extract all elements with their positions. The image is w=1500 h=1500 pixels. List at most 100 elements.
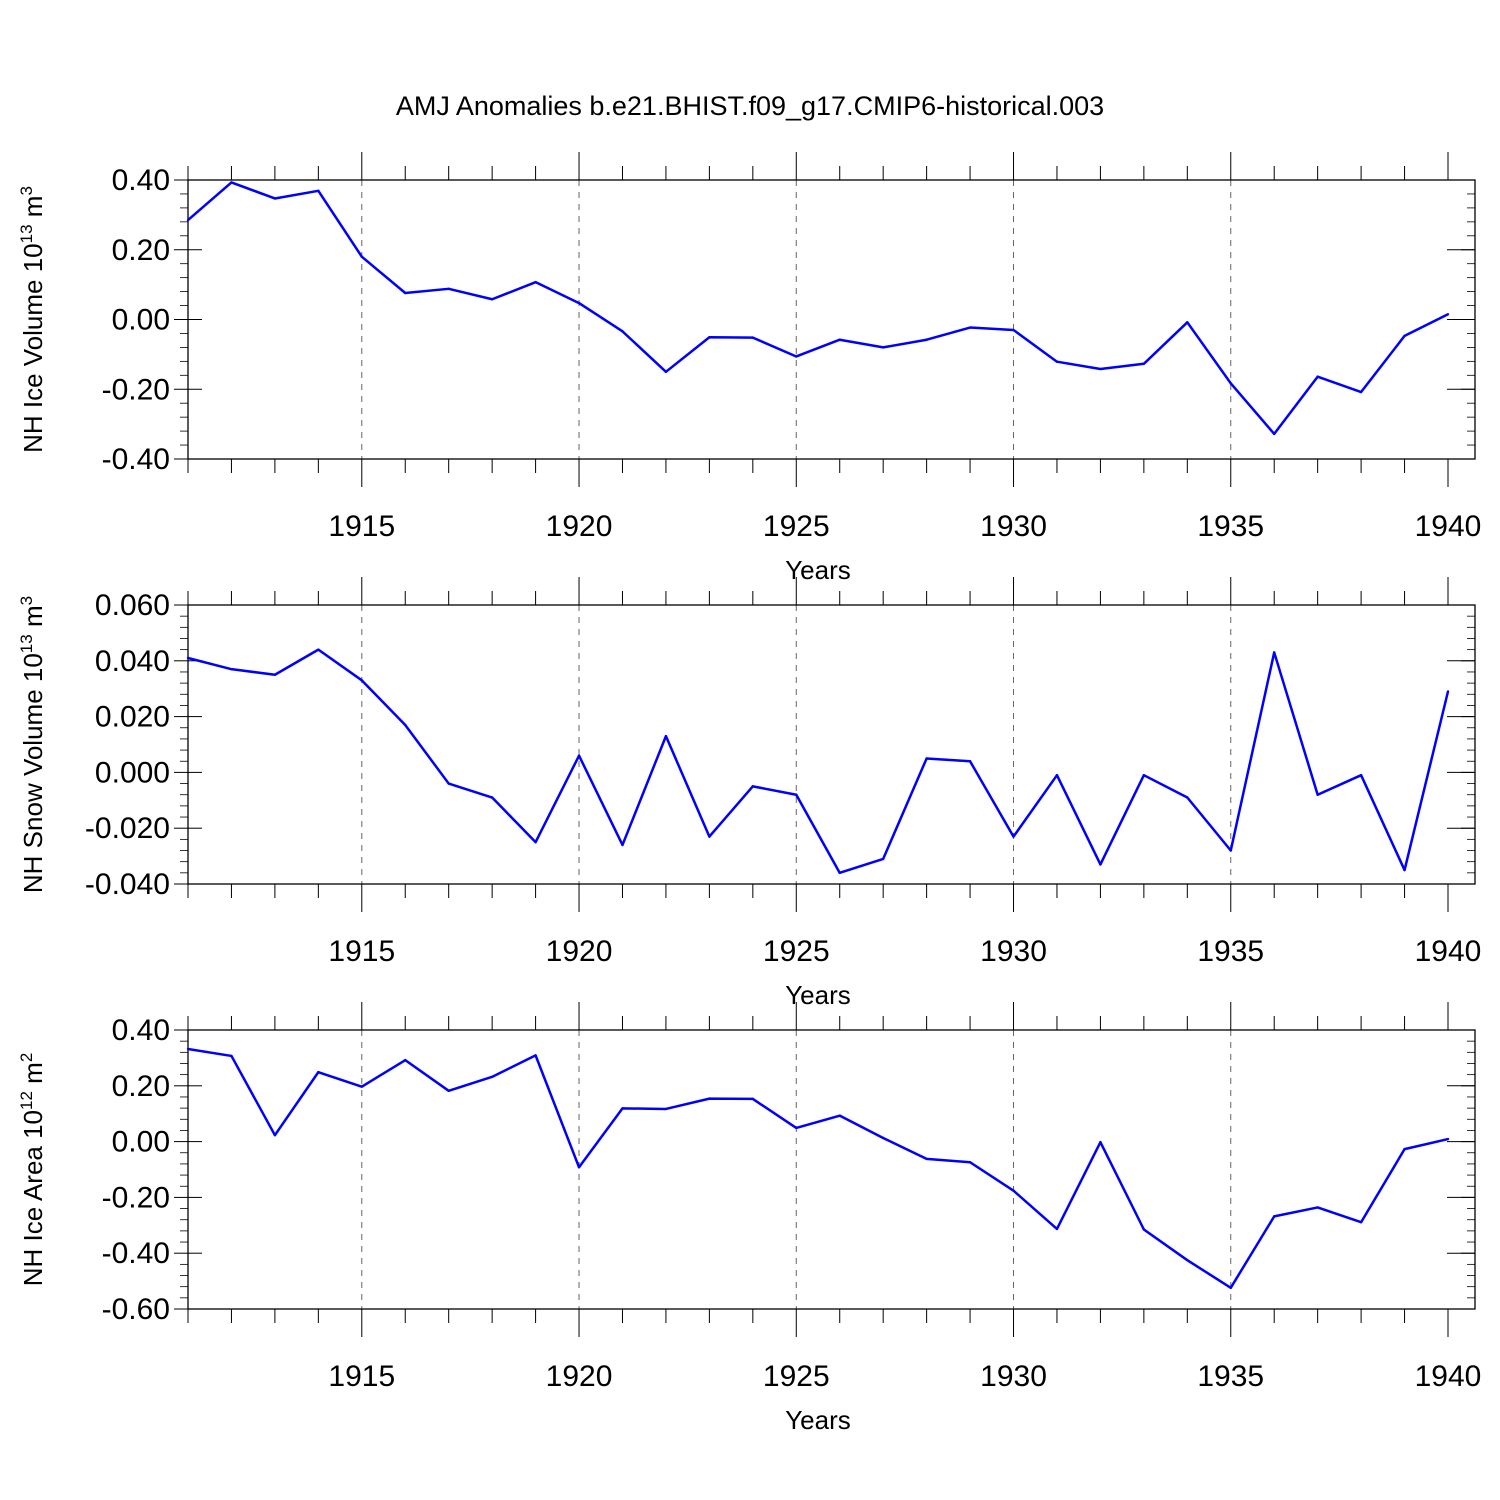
- series-line: [187, 648, 1450, 875]
- plot-frame: [187, 1029, 1476, 1310]
- y-tick-label: -0.040: [85, 868, 170, 901]
- data-point: [1012, 1189, 1015, 1192]
- data-point: [1055, 360, 1059, 363]
- y-axis-label-text: NH Ice Area 10: [18, 1110, 48, 1286]
- data-point: [317, 648, 320, 651]
- data-point: [404, 723, 407, 727]
- data-point: [1012, 835, 1015, 838]
- data-point: [273, 1133, 277, 1137]
- data-point: [1446, 1137, 1450, 1141]
- y-axis-label: NH Snow Volume 1013 m3: [17, 596, 48, 893]
- y-tick-label: 0.000: [95, 756, 170, 789]
- plot-frame: [187, 604, 1476, 885]
- y-axis-label-text: NH Snow Volume 10: [18, 653, 48, 893]
- y-tick-label: 0.00: [112, 304, 170, 337]
- data-point: [881, 857, 885, 861]
- y-tick-label: 0.20: [112, 1070, 170, 1103]
- y-tick-label: -0.020: [85, 812, 170, 845]
- data-point: [186, 218, 190, 222]
- x-tick-label: 1940: [1415, 935, 1482, 968]
- data-point: [925, 1157, 928, 1161]
- data-point: [1012, 328, 1015, 332]
- figure-title: AMJ Anomalies b.e21.BHIST.f09_g17.CMIP6-…: [396, 91, 1104, 121]
- x-axis-label: Years: [785, 555, 851, 585]
- x-tick-label: 1935: [1197, 510, 1264, 543]
- data-point: [751, 785, 755, 788]
- x-tick-label: 1915: [328, 510, 395, 543]
- data-point: [1446, 690, 1450, 693]
- y-axis-label: NH Ice Volume 1013 m3: [17, 186, 48, 453]
- data-point: [1099, 1140, 1102, 1144]
- y-axis-label-unit-exponent: 3: [17, 186, 36, 195]
- data-point: [795, 355, 798, 358]
- data-point: [664, 734, 668, 738]
- data-point: [230, 1054, 233, 1058]
- data-point: [447, 782, 450, 785]
- data-point: [621, 330, 624, 333]
- data-point: [490, 298, 494, 301]
- data-point: [317, 1070, 320, 1074]
- data-point: [230, 181, 233, 184]
- data-point: [1446, 313, 1450, 316]
- data-point: [751, 1097, 755, 1101]
- data-point: [1316, 375, 1319, 378]
- data-point: [795, 1126, 798, 1130]
- chart-panel-3: 0.40 0.20 0.00 -0.20 -0.40 -0.60 1915 1920 1925 1…: [17, 1002, 1481, 1435]
- x-tick-label: 1920: [546, 1360, 613, 1393]
- y-tick-label: 0.020: [95, 701, 170, 734]
- data-point: [621, 1107, 624, 1110]
- data-point: [577, 754, 581, 757]
- x-tick-label: 1935: [1197, 935, 1264, 968]
- data-point: [534, 280, 537, 284]
- data-point: [838, 871, 841, 875]
- data-point: [838, 338, 841, 341]
- data-point: [534, 1054, 537, 1057]
- data-point: [1273, 651, 1276, 654]
- y-axis-label-unit-exponent: 3: [17, 596, 36, 605]
- y-axis-label-unit: m: [18, 1062, 48, 1091]
- x-tick-label: 1925: [763, 1360, 830, 1393]
- data-point: [1403, 868, 1406, 872]
- data-point: [925, 338, 928, 341]
- data-point: [708, 1097, 711, 1100]
- data-point: [1099, 367, 1102, 371]
- y-tick-label: -0.60: [102, 1293, 170, 1326]
- y-axis-label-exponent: 12: [17, 1091, 36, 1110]
- data-point: [1403, 1147, 1406, 1151]
- data-point: [1359, 390, 1363, 394]
- data-point: [751, 336, 755, 339]
- x-tick-label: 1930: [980, 1360, 1047, 1393]
- data-point: [534, 840, 537, 844]
- y-tick-label: 0.00: [112, 1126, 170, 1159]
- y-axis-label-unit-exponent: 2: [17, 1053, 36, 1062]
- x-tick-label: 1930: [980, 510, 1047, 543]
- chart-panel-1: 0.40 0.20 0.00 -0.20 -0.40 1915 1920 1925 1930 19…: [17, 152, 1481, 585]
- panels: 0.40 0.20 0.00 -0.20 -0.40 1915 1920 1925 1930 19…: [17, 152, 1481, 1435]
- data-point: [1055, 773, 1059, 777]
- data-point: [447, 287, 450, 291]
- x-axis-label: Years: [785, 1405, 851, 1435]
- y-tick-label: -0.20: [102, 373, 170, 406]
- y-tick-label: 0.40: [112, 164, 170, 197]
- x-tick-label: 1930: [980, 935, 1047, 968]
- data-point: [1186, 796, 1189, 799]
- data-point: [1142, 773, 1146, 777]
- data-point: [273, 197, 277, 200]
- data-point: [1273, 1215, 1276, 1218]
- data-point: [404, 291, 407, 295]
- data-point: [664, 370, 668, 374]
- series-line: [187, 181, 1449, 436]
- data-point: [577, 1166, 581, 1169]
- data-point: [968, 1161, 972, 1164]
- data-point: [708, 336, 711, 339]
- data-point: [1359, 1221, 1363, 1224]
- data-point: [1186, 321, 1189, 324]
- data-point: [490, 1075, 494, 1079]
- data-point: [838, 1114, 841, 1117]
- x-tick-label: 1940: [1415, 1360, 1482, 1393]
- data-point: [1055, 1227, 1059, 1231]
- y-tick-label: -0.40: [102, 443, 170, 476]
- data-point: [317, 189, 320, 193]
- y-tick-label: 0.060: [95, 589, 170, 622]
